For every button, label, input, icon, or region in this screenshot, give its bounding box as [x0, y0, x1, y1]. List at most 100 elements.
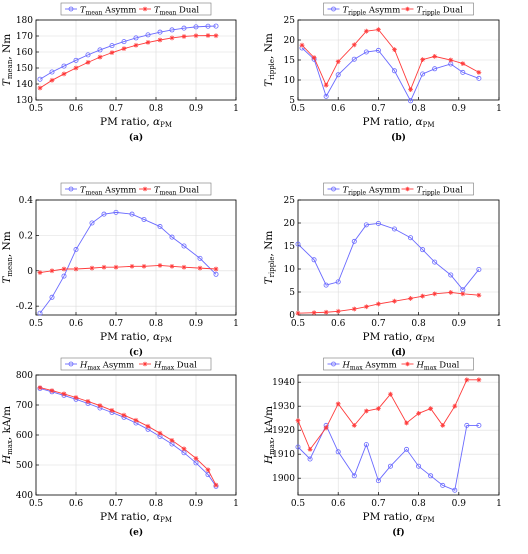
data-point-dual	[49, 388, 55, 393]
data-point-dual	[323, 425, 329, 431]
legend-marker-dual	[405, 361, 410, 367]
data-point-dual	[73, 65, 79, 71]
data-point-asymm	[476, 422, 482, 428]
y-axis-label: Hmax, kA/m	[1, 406, 14, 465]
data-point-dual	[133, 417, 139, 423]
y-axis-label: Tripple, Nm	[263, 33, 276, 87]
x-tick-label: 0.6	[331, 319, 346, 329]
legend-label-dual: Tripple Dual	[417, 5, 464, 16]
data-point-dual	[335, 401, 341, 407]
data-point-asymm	[335, 279, 341, 285]
x-tick-label: 0.9	[452, 104, 467, 114]
series-line-dual	[297, 379, 479, 451]
data-point-asymm	[408, 98, 414, 104]
data-point-dual	[61, 266, 67, 272]
data-point-dual	[392, 47, 397, 52]
chart-panel-e: 0.5 0.6 0.7 0.8 0.9 1 400 500 600 700 800 Hmax Asym…	[1, 357, 239, 538]
data-point-dual	[113, 264, 119, 270]
legend-marker-asymm	[331, 361, 336, 367]
data-point-dual	[351, 423, 357, 428]
data-point-dual	[37, 270, 43, 275]
x-axis-label: PM ratio, αPM	[100, 331, 172, 344]
legend-marker-dual	[405, 6, 410, 12]
data-point-dual	[432, 291, 438, 297]
data-point-dual	[37, 85, 43, 91]
data-point-asymm	[73, 57, 79, 63]
data-point-dual	[61, 71, 67, 77]
y-tick-label: 600	[16, 431, 33, 441]
data-point-dual	[169, 35, 175, 41]
chart-legend: Tmean Asymm Tmean Dual	[60, 182, 212, 196]
legend-label-asymm: Hmax Asymm	[342, 360, 397, 371]
data-point-dual	[376, 27, 381, 32]
data-point-asymm	[404, 446, 410, 452]
data-point-asymm	[428, 473, 434, 479]
y-tick-label: 15	[284, 242, 296, 252]
data-point-dual	[169, 263, 175, 269]
data-point-dual	[145, 40, 151, 45]
data-point-dual	[460, 61, 466, 66]
y-tick-label: 5	[289, 96, 295, 106]
data-point-dual	[61, 391, 67, 397]
data-point-dual	[49, 268, 55, 274]
data-point-dual	[205, 467, 211, 473]
data-point-dual	[476, 292, 482, 298]
x-tick-label: 0.9	[452, 499, 467, 509]
data-point-asymm	[133, 35, 139, 41]
x-axis-label: PM ratio, αPM	[100, 511, 172, 524]
series-line-asymm	[297, 223, 480, 291]
data-point-dual	[363, 408, 369, 414]
data-point-asymm	[169, 234, 175, 240]
data-point-dual	[49, 77, 55, 83]
series-line-asymm	[39, 388, 217, 487]
data-point-asymm	[193, 24, 199, 30]
legend-marker-asymm	[331, 6, 336, 12]
data-point-asymm	[323, 93, 329, 99]
x-tick-label: 1	[496, 499, 502, 509]
y-tick-label: 800	[16, 371, 33, 381]
y-tick-label: 10	[284, 76, 296, 86]
data-point-dual	[376, 301, 381, 307]
chart-legend: Hmax Asymm Hmax Dual	[60, 357, 212, 371]
y-tick-label: 1940	[272, 378, 295, 388]
x-tick-label: 0.5	[29, 104, 44, 114]
legend-box	[60, 182, 212, 196]
data-point-asymm	[416, 463, 422, 469]
data-point-asymm	[323, 282, 329, 288]
y-tick-label: 25	[284, 16, 296, 26]
data-point-asymm	[89, 220, 95, 226]
data-point-dual	[157, 263, 163, 268]
y-tick-label: -0.2	[16, 302, 33, 312]
legend-marker-dual	[142, 186, 148, 192]
data-point-asymm	[141, 216, 147, 222]
data-point-dual	[416, 411, 421, 416]
data-point-dual	[428, 406, 434, 411]
data-point-dual	[97, 54, 103, 60]
x-tick-label: 0.6	[331, 499, 346, 509]
data-point-dual	[145, 423, 151, 429]
data-point-asymm	[109, 43, 115, 49]
data-point-asymm	[61, 63, 67, 69]
data-point-asymm	[101, 211, 107, 217]
data-point-dual	[181, 34, 187, 39]
legend-label-dual: Hmax Dual	[416, 360, 460, 371]
data-point-asymm	[464, 422, 470, 428]
data-point-dual	[388, 391, 393, 397]
legend-box	[60, 357, 212, 371]
y-tick-label: 1900	[272, 474, 295, 484]
data-point-asymm	[351, 238, 357, 244]
data-point-asymm	[460, 69, 466, 75]
data-point-asymm	[213, 271, 219, 277]
x-tick-label: 0.6	[69, 319, 84, 329]
legend-marker-asymm	[68, 186, 74, 192]
y-tick-label: 130	[16, 96, 33, 106]
y-tick-label: 20	[284, 36, 296, 46]
data-point-asymm	[73, 247, 79, 253]
data-point-dual	[323, 82, 329, 88]
data-point-dual	[404, 420, 409, 426]
data-point-dual	[335, 308, 341, 314]
data-point-dual	[476, 70, 482, 75]
x-tick-label: 1	[496, 104, 502, 114]
data-point-dual	[101, 264, 107, 270]
